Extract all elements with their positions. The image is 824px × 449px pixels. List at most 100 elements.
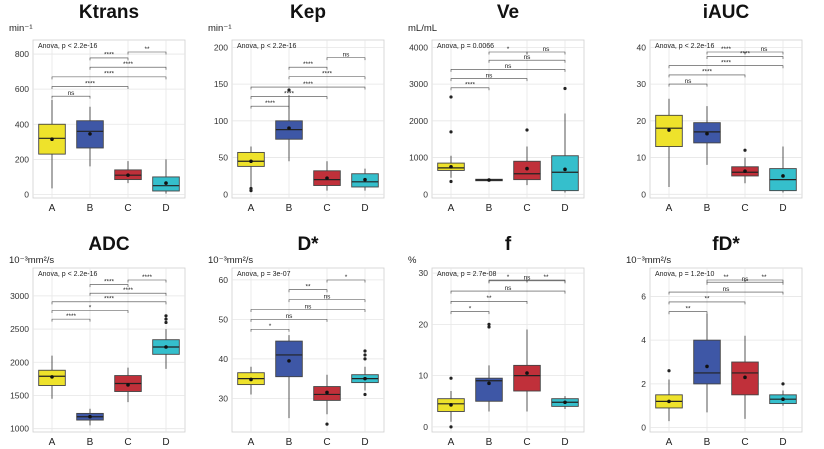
x-tick-label-C: C	[523, 437, 530, 448]
significance-bracket-AB	[668, 311, 708, 315]
outlier-point-D	[164, 317, 168, 321]
significance-bracket-CD	[326, 57, 366, 61]
chart-panel-d: D* 10⁻³mm²/s 30 40 50 60 A B C D Anova, p = 3e-07 *…	[208, 234, 385, 448]
box-A	[237, 151, 265, 167]
x-tick-label-D: D	[162, 203, 169, 214]
mean-point-C	[525, 166, 529, 171]
y-tick-label: 200	[15, 154, 29, 164]
significance-label-BD: ns	[742, 276, 750, 283]
significance-label-AC: ****	[284, 90, 295, 97]
significance-label-AD: ns	[723, 286, 731, 293]
mean-point-D	[781, 174, 785, 178]
mean-point-A	[50, 137, 54, 141]
y-tick-label: 150	[214, 79, 228, 89]
significance-label-CD: ns	[543, 46, 551, 53]
mean-point-A	[249, 377, 253, 382]
y-tick-label: 50	[219, 153, 229, 163]
significance-label-AB: ****	[465, 82, 476, 89]
mean-point-B	[705, 131, 709, 136]
outlier-point-D	[363, 357, 367, 361]
mean-point-C	[525, 371, 529, 375]
outlier-point-C	[743, 148, 747, 152]
chart-title: Ktrans	[79, 2, 139, 23]
x-tick-label-B: B	[704, 437, 711, 448]
x-tick-label-B: B	[87, 203, 94, 214]
outlier-point-A	[667, 369, 671, 373]
significance-label-AC: ns	[486, 72, 494, 79]
mean-point-C	[126, 383, 130, 387]
y-tick-label: 600	[15, 84, 29, 94]
x-tick-label-B: B	[704, 203, 711, 214]
significance-bracket-AC	[450, 301, 528, 304]
x-tick-label-A: A	[666, 203, 673, 214]
y-tick-label: 0	[223, 189, 228, 199]
significance-bracket-BC	[89, 57, 129, 61]
y-axis-unit: 10⁻³mm²/s	[626, 255, 671, 266]
significance-label-AD: ns	[305, 303, 313, 310]
x-tick-label-A: A	[666, 437, 673, 448]
significance-label-BC: *	[507, 274, 510, 281]
mean-point-A	[449, 403, 453, 407]
significance-label-AC: ns	[286, 313, 294, 320]
anova-label: Anova, p < 2.2e-16	[237, 43, 296, 50]
significance-label-AC: **	[704, 296, 710, 303]
x-tick-label-D: D	[561, 203, 568, 214]
significance-label-CD: **	[761, 274, 767, 281]
box-B	[275, 340, 303, 378]
chart-panel-ve: Ve mL/mL 0 1000 2000 3000 4000 A B C D Anova, p = 0…	[408, 2, 585, 214]
y-tick-label: 1000	[10, 424, 29, 434]
y-tick-label: 2500	[10, 324, 29, 334]
significance-bracket-BC	[288, 289, 328, 293]
x-tick-label-A: A	[448, 203, 455, 214]
plot-area	[231, 267, 385, 433]
significance-bracket-CD	[744, 279, 784, 283]
significance-bracket-AB	[668, 83, 708, 87]
mean-point-C	[126, 173, 130, 177]
y-tick-label: 10	[637, 153, 647, 163]
y-tick-label: 0	[24, 189, 29, 199]
significance-bracket-AC	[668, 74, 746, 78]
y-tick-label: 6	[641, 291, 646, 301]
significance-label-AB: *	[469, 305, 472, 312]
significance-bracket-CD	[744, 51, 784, 55]
chart-title: Kep	[290, 2, 326, 23]
anova-label: Anova, p < 2.2e-16	[38, 271, 97, 278]
significance-bracket-BC	[288, 66, 328, 70]
significance-bracket-CD	[127, 279, 167, 283]
significance-bracket-CD	[526, 279, 566, 283]
significance-bracket-AC	[250, 96, 328, 100]
mean-point-C	[325, 176, 329, 180]
y-tick-label: 800	[15, 49, 29, 59]
significance-bracket-AC	[250, 319, 328, 322]
y-tick-label: 200	[214, 42, 228, 52]
significance-label-CD: **	[144, 46, 150, 53]
x-tick-label-B: B	[286, 203, 293, 214]
significance-bracket-AD	[51, 76, 167, 80]
outlier-point-D	[164, 314, 168, 318]
significance-bracket-BD	[89, 292, 167, 296]
y-tick-label: 100	[214, 116, 228, 126]
y-tick-label: 3000	[409, 79, 428, 89]
significance-label-CD: ns	[761, 46, 769, 53]
y-tick-label: 0	[423, 189, 428, 199]
x-tick-label-D: D	[561, 437, 568, 448]
significance-label-BC: **	[723, 274, 729, 281]
outlier-point-B	[287, 88, 291, 92]
y-tick-label: 30	[419, 268, 429, 278]
mean-point-D	[781, 397, 785, 402]
outlier-point-A	[449, 425, 453, 429]
x-tick-label-C: C	[523, 203, 530, 214]
x-tick-label-C: C	[124, 437, 131, 448]
significance-bracket-BD	[288, 76, 366, 80]
chart-panel-fd: fD* 10⁻³mm²/s 0 2 4 6 A B C D Anova, p = 1.2e-10 **…	[626, 234, 803, 448]
x-tick-label-D: D	[361, 437, 368, 448]
y-axis-unit: min⁻¹	[208, 23, 232, 34]
significance-label-BC: ****	[303, 61, 314, 68]
mean-point-C	[325, 390, 329, 395]
significance-bracket-AB	[250, 328, 290, 332]
mean-point-A	[667, 128, 671, 132]
significance-bracket-AD	[668, 65, 784, 69]
significance-label-CD: ns	[343, 51, 351, 58]
significance-label-BD: ****	[123, 61, 134, 68]
y-tick-label: 30	[637, 79, 647, 89]
